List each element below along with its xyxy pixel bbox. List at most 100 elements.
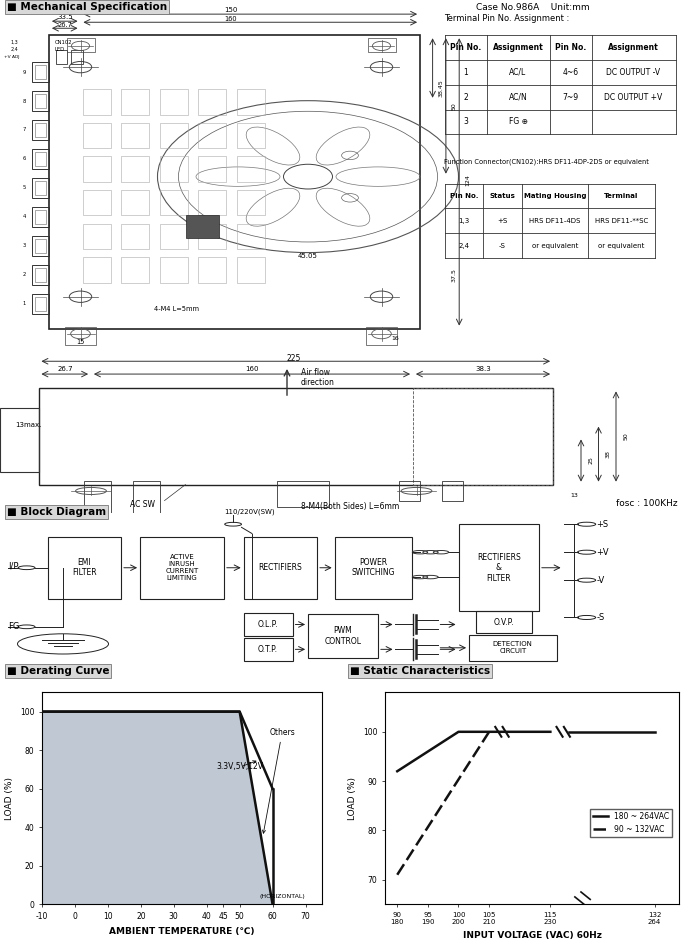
Bar <box>140 537 224 599</box>
Bar <box>198 89 226 115</box>
Text: (HORIZONTAL): (HORIZONTAL) <box>260 894 305 899</box>
Bar <box>399 481 420 500</box>
Polygon shape <box>42 711 272 904</box>
Text: 7~9: 7~9 <box>562 92 579 102</box>
X-axis label: AMBIENT TEMPERATURE (℃): AMBIENT TEMPERATURE (℃) <box>109 927 255 935</box>
Legend: 180 ~ 264VAC, 90 ~ 132VAC: 180 ~ 264VAC, 90 ~ 132VAC <box>589 809 672 836</box>
Bar <box>71 50 83 64</box>
Bar <box>237 156 265 182</box>
Bar <box>133 481 160 513</box>
Bar <box>32 149 49 169</box>
X-axis label: INPUT VOLTAGE (VAC) 60Hz: INPUT VOLTAGE (VAC) 60Hz <box>463 931 601 939</box>
Text: 50: 50 <box>452 102 457 110</box>
Text: +V ADJ: +V ADJ <box>4 56 19 59</box>
Text: 8-M4(Both Sides) L=6mm: 8-M4(Both Sides) L=6mm <box>301 501 399 511</box>
Text: AC/L: AC/L <box>510 68 526 77</box>
Text: ACTIVE
INRUSH
CURRENT
LIMITING: ACTIVE INRUSH CURRENT LIMITING <box>165 554 199 581</box>
Bar <box>458 524 539 611</box>
Bar <box>237 123 265 148</box>
Text: 13max.: 13max. <box>15 422 42 429</box>
Bar <box>160 89 188 115</box>
Text: fosc : 100KHz: fosc : 100KHz <box>616 498 678 508</box>
Text: 4: 4 <box>23 215 26 219</box>
Bar <box>35 297 46 311</box>
Bar <box>83 123 111 148</box>
Text: -S: -S <box>499 242 505 249</box>
Bar <box>35 152 46 166</box>
Bar <box>35 210 46 224</box>
Bar <box>469 635 556 661</box>
Bar <box>121 223 149 249</box>
Bar <box>160 190 188 216</box>
Text: Assignment: Assignment <box>493 43 543 52</box>
Bar <box>413 388 553 484</box>
Bar <box>32 91 49 111</box>
Text: Terminal: Terminal <box>604 193 638 199</box>
Text: DETECTION
CIRCUIT: DETECTION CIRCUIT <box>493 642 533 655</box>
Text: 3: 3 <box>463 118 468 126</box>
Text: 9: 9 <box>23 70 26 74</box>
Bar <box>83 89 111 115</box>
Text: 4~6: 4~6 <box>562 68 579 77</box>
Text: 50: 50 <box>623 432 629 441</box>
Text: 26.7: 26.7 <box>57 366 73 372</box>
Text: O.T.P.: O.T.P. <box>258 645 278 654</box>
Text: 7: 7 <box>23 127 26 133</box>
Text: 225: 225 <box>287 353 301 363</box>
Text: DC OUTPUT +V: DC OUTPUT +V <box>604 92 663 102</box>
Text: 2,4: 2,4 <box>458 242 469 249</box>
Text: 110/220V(SW): 110/220V(SW) <box>224 509 274 515</box>
Bar <box>237 223 265 249</box>
Text: Case No.986A    Unit:mm: Case No.986A Unit:mm <box>476 3 589 12</box>
Text: 2: 2 <box>23 272 26 277</box>
Text: 45.05: 45.05 <box>298 252 318 259</box>
Bar <box>32 62 49 82</box>
Bar <box>198 223 226 249</box>
Bar <box>476 611 532 633</box>
Text: RECTIFIERS: RECTIFIERS <box>258 563 302 572</box>
Bar <box>366 328 397 345</box>
Text: 25: 25 <box>588 457 594 464</box>
Bar <box>244 638 293 661</box>
Bar <box>198 190 226 216</box>
Text: RECTIFIERS
&
FILTER: RECTIFIERS & FILTER <box>477 553 521 583</box>
Text: Pin No.: Pin No. <box>555 43 586 52</box>
Bar <box>368 38 395 52</box>
Text: 150: 150 <box>224 7 238 13</box>
Text: 38.3: 38.3 <box>475 366 491 372</box>
Bar <box>237 190 265 216</box>
Text: 3.3V,5V,12V: 3.3V,5V,12V <box>216 761 264 771</box>
Text: 5: 5 <box>23 186 26 190</box>
Text: or equivalent: or equivalent <box>598 242 645 249</box>
Bar <box>65 328 96 345</box>
Bar <box>198 257 226 283</box>
Bar <box>237 89 265 115</box>
Text: Air flow
direction: Air flow direction <box>301 367 335 387</box>
Bar <box>335 537 412 599</box>
Text: 1: 1 <box>23 301 26 306</box>
Bar <box>160 223 188 249</box>
Bar <box>186 216 219 238</box>
Bar <box>121 257 149 283</box>
Bar <box>121 89 149 115</box>
Text: PWM
CONTROL: PWM CONTROL <box>325 626 361 646</box>
Bar <box>160 257 188 283</box>
Text: O.V.P.: O.V.P. <box>494 618 514 626</box>
Text: 37.5: 37.5 <box>451 268 456 283</box>
Bar <box>0 408 38 472</box>
Bar <box>121 156 149 182</box>
Bar <box>276 481 329 507</box>
Text: 38: 38 <box>606 450 611 458</box>
Text: or equivalent: or equivalent <box>531 242 578 249</box>
Text: CN102: CN102 <box>55 41 72 45</box>
Bar <box>32 294 49 314</box>
Text: 15: 15 <box>76 339 85 346</box>
Bar <box>35 239 46 253</box>
Bar <box>244 613 293 636</box>
Text: I/P: I/P <box>8 561 19 571</box>
Bar <box>237 257 265 283</box>
Bar <box>83 190 111 216</box>
Text: +S: +S <box>497 218 508 224</box>
Text: O.L.P.: O.L.P. <box>258 620 279 629</box>
Text: Terminal Pin No. Assignment :: Terminal Pin No. Assignment : <box>444 14 570 24</box>
